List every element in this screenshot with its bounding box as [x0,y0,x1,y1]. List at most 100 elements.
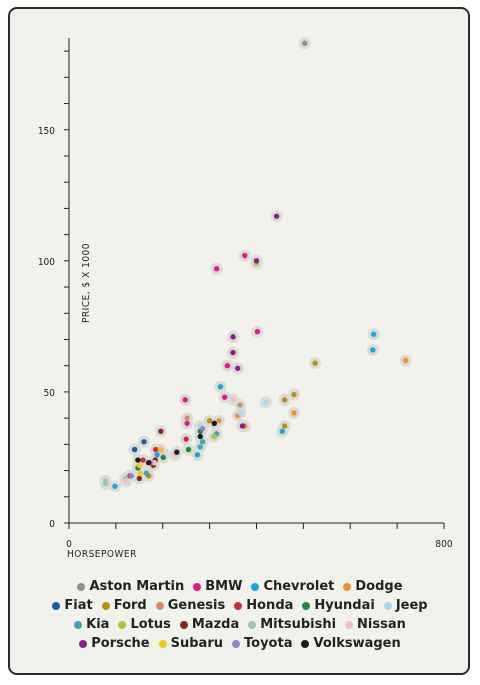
data-point-fiat [141,439,147,445]
y-axis-label: PRICE, $ X 1000 [81,243,92,323]
legend-item: Lotus [118,615,171,634]
legend-swatch [79,639,88,648]
data-point-ford [291,391,297,398]
y-tick-label: 0 [49,519,55,530]
legend-label: Porsche [91,636,150,651]
legend-item: Subaru [158,634,223,653]
legend-label: BMW [205,579,243,594]
legend-label: Hyundai [314,598,375,613]
data-point-jeep [263,399,269,406]
legend-label: Ford [113,598,147,613]
legend-item: BMW [193,577,242,596]
legend-item: Nissan [345,615,406,634]
legend-swatch [74,620,83,629]
x-tick-label: 800 [435,539,452,550]
data-point-chevrolet [112,483,118,489]
data-point-hyundai [185,446,192,453]
data-point-hyundai [160,454,166,461]
data-point-chevrolet [279,428,285,434]
data-point-honda [183,436,189,442]
legend-swatch [232,639,240,648]
data-point-chevrolet [154,452,160,458]
data-point-chevrolet [217,383,224,390]
legend-label: Kia [86,617,110,632]
data-point-bmw [213,266,220,272]
legend-swatch [343,582,352,591]
data-point-subaru [136,462,143,469]
data-point-ford [281,397,288,403]
legend-item: Volkswagen [301,634,401,653]
data-point-bmw [224,363,231,369]
legend-swatch [155,601,164,610]
legend-item: Toyota [232,634,292,653]
legend-item: Honda [234,596,293,615]
legend-swatch [251,582,260,591]
legend-label: Aston Martin [89,579,185,594]
legend-label: Toyota [244,636,293,651]
data-point-bmw [221,394,228,400]
legend-item: Jeep [383,596,428,615]
legend-label: Nissan [357,617,406,632]
y-tick-label: 50 [44,388,56,399]
legend-swatch [193,582,202,591]
legend-item: Porsche [79,634,150,653]
legend-row: Fiat Ford Genesis Honda Hyundai Jeep [40,596,440,615]
chart-card [8,7,470,675]
data-point-bmw [182,397,188,403]
data-point-chevrolet [370,347,376,353]
legend-item: Ford [101,596,147,615]
data-point-volkswagen [135,457,141,463]
data-point-honda [140,457,146,463]
data-point-subaru [157,446,164,453]
legend-item: Hyundai [302,596,375,615]
data-point-ford [281,423,288,429]
data-point-honda [153,446,159,453]
data-point-volkswagen [174,449,180,455]
data-point-fiat [131,446,138,453]
data-point-genesis [237,402,243,408]
data-point-mitsubishi [102,480,109,487]
legend-label: Subaru [170,636,223,651]
data-point-ford [206,418,213,424]
legend-row: Kia Lotus Mazda Mitsubishi Nissan [40,615,440,634]
data-point-porsche [273,213,280,219]
legend-swatch [248,620,257,629]
x-axis-label: HORSEPOWER [67,549,137,560]
axes: 0 800 0 50 100 150 [38,38,453,550]
data-point-dodge [291,410,297,416]
legend-label: Fiat [64,598,93,613]
data-point-mazda [136,475,143,482]
legend-item: Kia [74,615,109,634]
legend-swatch [302,601,311,610]
legend-row: Aston Martin BMW Chevrolet Dodge [40,577,440,596]
legend-label: Dodge [355,579,403,594]
y-tick-label: 150 [38,126,55,137]
data-point-nissan [230,397,236,403]
data-point-porsche [253,258,260,264]
legend-item: Chevrolet [251,577,334,596]
legend-label: Mitsubishi [260,617,337,632]
legend-label: Jeep [395,598,428,613]
data-point-genesis [184,415,190,421]
data-points [102,40,409,489]
data-point-porsche [235,365,241,372]
data-point-kia [197,444,203,450]
data-point-porsche [239,423,246,429]
legend-swatch [158,639,167,648]
data-point-kia [143,470,150,476]
data-point-porsche [230,349,236,356]
legend-item: Fiat [52,596,93,615]
legend-label: Genesis [167,598,226,613]
data-point-bmw [184,420,190,427]
data-point-lotus [211,433,218,440]
data-point-chevrolet [194,452,201,458]
legend-swatch [118,620,127,629]
legend-label: Honda [246,598,294,613]
data-point-jeep [237,410,243,416]
y-tick-label: 100 [38,257,55,268]
data-point-volkswagen [197,433,203,440]
data-point-aston-martin [302,40,308,46]
data-point-mazda [158,428,164,434]
legend-item: Dodge [343,577,403,596]
